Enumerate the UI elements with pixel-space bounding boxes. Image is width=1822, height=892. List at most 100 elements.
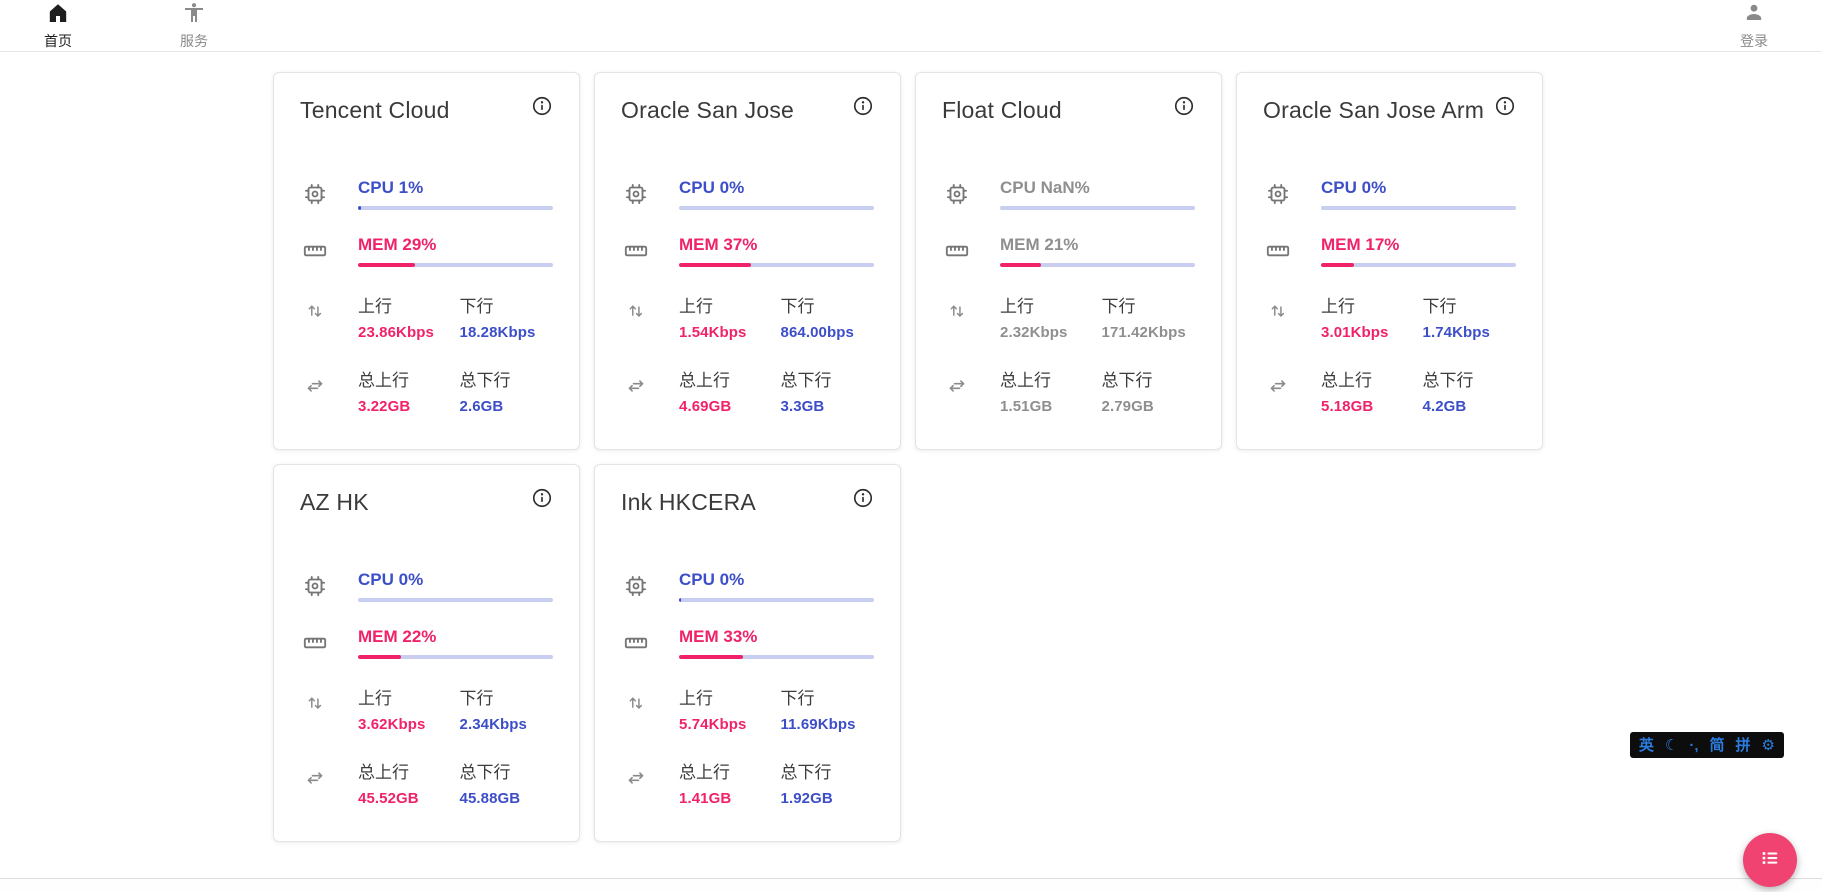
cpu-progress-fill	[358, 206, 361, 210]
list-icon	[1757, 845, 1783, 876]
mem-progress-fill	[358, 655, 401, 659]
arrows-swap-icon	[621, 374, 651, 398]
mem-progress-fill	[679, 655, 744, 659]
nav-item-home[interactable]: 首页	[36, 1, 80, 51]
total-upload: 总上行 4.69GB	[679, 366, 773, 415]
server-card: Ink HKCERA CP	[594, 464, 901, 842]
upload-label: 上行	[358, 689, 392, 708]
ime-pinyin[interactable]: 拼	[1735, 736, 1751, 754]
cpu-progress-bar	[358, 598, 553, 602]
arrows-up-down-icon	[621, 692, 651, 714]
mem-row: MEM 33%	[621, 627, 874, 659]
total-download: 总下行 4.2GB	[1423, 366, 1517, 415]
nav-item-login[interactable]: 登录	[1732, 1, 1776, 51]
info-icon[interactable]	[852, 95, 874, 117]
info-icon[interactable]	[852, 487, 874, 509]
cpu-progress-bar	[1321, 206, 1516, 210]
ime-simplified[interactable]: 简	[1709, 736, 1725, 754]
info-icon[interactable]	[1494, 95, 1516, 117]
mem-usage-label: MEM 29%	[358, 235, 437, 254]
ime-lang-en[interactable]: 英	[1638, 736, 1654, 754]
total-upload-label: 总上行	[1321, 371, 1372, 390]
total-download: 总下行 2.79GB	[1102, 366, 1196, 415]
mem-usage-label: MEM 21%	[1000, 235, 1079, 254]
upload-label: 上行	[358, 297, 392, 316]
cpu-row: CPU NaN%	[942, 178, 1195, 210]
total-row: 总上行 3.22GB 总下行 2.6GB	[300, 366, 553, 415]
download-label: 下行	[780, 297, 815, 316]
upload-speed: 上行 3.01Kbps	[1321, 292, 1415, 341]
cpu-chip-icon	[621, 573, 651, 599]
nav-item-label: 首页	[44, 32, 72, 49]
arrows-swap-icon	[300, 766, 330, 790]
nav-item-label: 登录	[1740, 32, 1768, 49]
arrows-swap-icon	[1263, 374, 1293, 398]
mem-progress-bar	[358, 263, 553, 267]
cpu-row: CPU 1%	[300, 178, 553, 210]
arrows-swap-icon	[621, 766, 651, 790]
ruler-icon	[621, 238, 651, 264]
upload-speed: 上行 5.74Kbps	[679, 684, 773, 733]
cpu-progress-bar	[679, 206, 874, 210]
info-icon[interactable]	[1173, 95, 1195, 117]
download-value: 2.34Kbps	[459, 716, 527, 733]
mem-progress-fill	[1000, 263, 1041, 267]
server-name: Oracle San Jose Arm	[1263, 97, 1485, 123]
total-download-label: 总下行	[1101, 371, 1153, 390]
server-list-fab[interactable]	[1743, 833, 1797, 887]
top-navbar: 首页 服务 登录	[0, 0, 1822, 52]
total-download: 总下行 3.3GB	[781, 366, 875, 415]
download-value: 18.28Kbps	[459, 324, 536, 341]
total-upload-value: 4.69GB	[679, 398, 732, 415]
ime-moon-icon[interactable]: ☾	[1664, 736, 1679, 754]
mem-progress-fill	[1321, 263, 1355, 267]
upload-label: 上行	[679, 297, 713, 316]
mem-usage-label: MEM 37%	[679, 235, 758, 254]
download-label: 下行	[459, 297, 494, 316]
total-download: 总下行 45.88GB	[460, 758, 554, 807]
server-card: Oracle San Jose Arm	[1236, 72, 1543, 450]
upload-value: 5.74Kbps	[679, 716, 747, 733]
info-icon[interactable]	[531, 487, 553, 509]
mem-progress-fill	[358, 263, 415, 267]
cpu-chip-icon	[300, 181, 330, 207]
mem-usage-label: MEM 17%	[1321, 235, 1400, 254]
speed-row: 上行 3.01Kbps 下行 1.74Kbps	[1263, 292, 1516, 341]
ruler-icon	[300, 630, 330, 656]
cpu-usage-label: CPU 0%	[1321, 178, 1387, 197]
total-download-value: 45.88GB	[459, 790, 521, 807]
download-label: 下行	[780, 689, 815, 708]
download-label: 下行	[1101, 297, 1136, 316]
server-card: AZ HK CPU 0%	[273, 464, 580, 842]
mem-progress-bar	[679, 655, 874, 659]
arrows-up-down-icon	[300, 300, 330, 322]
cpu-row: CPU 0%	[1263, 178, 1516, 210]
download-speed: 下行 11.69Kbps	[781, 684, 875, 733]
ime-settings-icon[interactable]: ⚙	[1761, 736, 1775, 754]
total-row: 总上行 4.69GB 总下行 3.3GB	[621, 366, 874, 415]
cpu-usage-label: CPU 1%	[358, 178, 424, 197]
total-download: 总下行 2.6GB	[460, 366, 554, 415]
mem-progress-fill	[679, 263, 752, 267]
mem-usage-label: MEM 33%	[679, 627, 758, 646]
cpu-chip-icon	[1263, 181, 1293, 207]
nav-item-services[interactable]: 服务	[172, 1, 216, 51]
info-icon[interactable]	[531, 95, 553, 117]
server-name: Ink HKCERA	[621, 489, 756, 515]
upload-value: 23.86Kbps	[358, 324, 434, 341]
ruler-icon	[942, 238, 972, 264]
cpu-progress-bar	[679, 598, 874, 602]
upload-value: 2.32Kbps	[1000, 324, 1068, 341]
cpu-row: CPU 0%	[300, 570, 553, 602]
speed-row: 上行 2.32Kbps 下行 171.42Kbps	[942, 292, 1195, 341]
upload-label: 上行	[1000, 297, 1034, 316]
server-name: Tencent Cloud	[300, 97, 450, 123]
total-download-value: 4.2GB	[1422, 398, 1467, 415]
cpu-usage-label: CPU 0%	[679, 570, 745, 589]
total-upload-value: 45.52GB	[358, 790, 419, 807]
ime-punct-icon[interactable]: ·‚	[1689, 736, 1699, 754]
total-upload: 总上行 5.18GB	[1321, 366, 1415, 415]
mem-progress-bar	[358, 655, 553, 659]
server-card: Oracle San Jose	[594, 72, 901, 450]
cpu-chip-icon	[300, 573, 330, 599]
